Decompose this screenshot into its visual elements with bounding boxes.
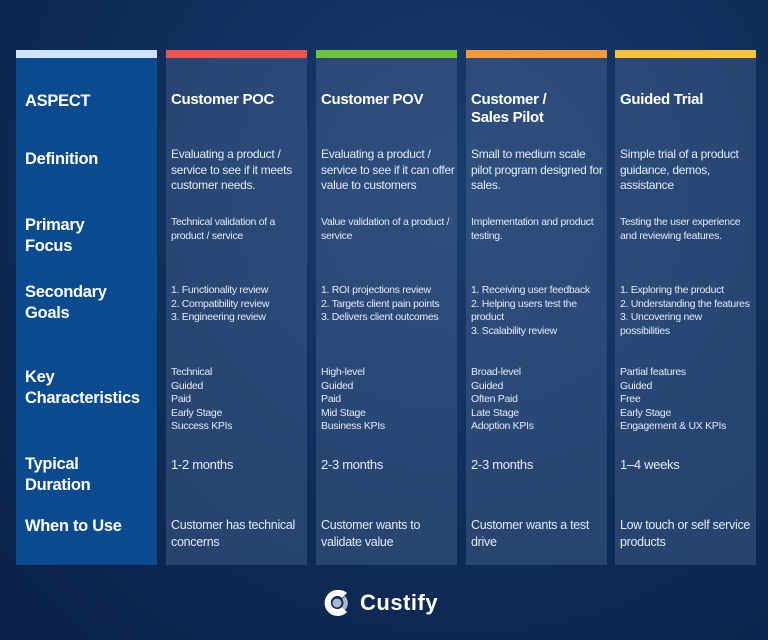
list-item: Free [620, 393, 641, 405]
list-item: Paid [171, 393, 191, 405]
row-label-typical-duration: Typical Duration [25, 455, 91, 494]
list-item: 1. ROI projections review [321, 284, 431, 296]
column-color-bar [166, 50, 307, 58]
column-pilot: Customer / Sales Pilot Small to medium s… [466, 50, 607, 565]
column-header: Guided Trial [620, 91, 704, 108]
list-item: 3. Scalability review [471, 324, 557, 337]
aspect-column: ASPECT Definition Primary Focus Secondar… [16, 50, 157, 565]
list-item: Success KPIs [171, 420, 233, 432]
list-item: 3. Engineering review [171, 311, 266, 323]
primary-focus-cell: Implementation and product testing. [471, 216, 594, 242]
column-color-bar [466, 50, 607, 58]
primary-focus-cell: Technical validation of a product / serv… [171, 216, 275, 242]
list-item: 1. Functionality review [171, 284, 268, 296]
list-item: Technical [171, 366, 213, 378]
definition-cell: Evaluating a product / service to see if… [321, 147, 455, 192]
list-item: Paid [321, 393, 341, 405]
list-item: Partial features [620, 366, 686, 378]
custify-logo-icon [324, 589, 348, 616]
column-pov: Customer POV Evaluating a product / serv… [316, 50, 457, 565]
list-item: Guided [620, 379, 653, 392]
list-item: 2. Compatibility review [171, 297, 270, 310]
list-item: 3. Uncovering new possibilities [620, 311, 702, 337]
key-characteristics-cell: Partial features Guided Free Early Stage Eng… [620, 366, 754, 434]
row-label-secondary-goals: Secondary Goals [25, 283, 107, 322]
key-characteristics-cell: Technical Guided Paid Early Stage Success KP… [171, 366, 305, 434]
definition-cell: Small to medium scale pilot program desi… [471, 147, 603, 192]
list-item: Late Stage [471, 406, 519, 419]
column-trial: Guided Trial Simple trial of a product g… [615, 50, 756, 565]
list-item: 3. Delivers client outcomes [321, 311, 439, 323]
custify-logo: Custify [322, 588, 438, 618]
secondary-goals-cell: 1. ROI projections review 2. Targets clie… [321, 284, 455, 325]
list-item: Early Stage [620, 406, 671, 419]
secondary-goals-cell: 1. Functionality review 2. Compatibility … [171, 284, 305, 325]
list-item: Business KPIs [321, 420, 385, 432]
list-item: 2. Understanding the features [620, 297, 750, 310]
key-characteristics-cell: High-level Guided Paid Mid Stage Business KP… [321, 366, 455, 434]
when-to-use-cell: Customer wants a test drive [471, 518, 590, 549]
definition-cell: Evaluating a product / service to see if… [171, 147, 292, 192]
list-item: 1. Exploring the product [620, 284, 724, 296]
key-characteristics-cell: Broad-level Guided Often Paid Late Stage Ado… [471, 366, 605, 434]
typical-duration-cell: 2-3 months [321, 457, 384, 472]
row-label-definition: Definition [25, 150, 99, 168]
column-header: Customer POV [321, 91, 424, 108]
row-label-when-to-use: When to Use [25, 517, 122, 535]
row-label-primary-focus: Primary Focus [25, 216, 85, 255]
list-item: Often Paid [471, 393, 518, 405]
secondary-goals-cell: 1. Exploring the product 2. Understanding… [620, 284, 754, 338]
typical-duration-cell: 1–4 weeks [620, 457, 680, 472]
primary-focus-cell: Value validation of a product / service [321, 216, 450, 242]
list-item: Early Stage [171, 406, 222, 419]
column-header: Customer POC [171, 91, 275, 108]
when-to-use-cell: Low touch or self service products [620, 518, 751, 549]
secondary-goals-cell: 1. Receiving user feedback 2. Helping use… [471, 284, 605, 338]
list-item: Broad-level [471, 366, 521, 378]
definition-cell: Simple trial of a product guidance, demo… [620, 147, 739, 192]
aspect-color-bar [16, 50, 157, 58]
typical-duration-cell: 1-2 months [171, 457, 234, 472]
list-item: Engagement & UX KPIs [620, 420, 727, 432]
typical-duration-cell: 2-3 months [471, 457, 534, 472]
column-color-bar [316, 50, 457, 58]
list-item: Adoption KPIs [471, 420, 534, 432]
column-header: Customer / Sales Pilot [471, 91, 547, 126]
when-to-use-cell: Customer wants to validate value [321, 518, 421, 549]
primary-focus-cell: Testing the user experience and reviewin… [620, 216, 741, 242]
aspect-header: ASPECT [25, 92, 91, 110]
when-to-use-cell: Customer has technical concerns [171, 518, 296, 549]
list-item: Guided [171, 379, 204, 392]
row-label-key-characteristics: Key Characteristics [25, 368, 140, 407]
list-item: High-level [321, 366, 365, 378]
brand-name: Custify [360, 590, 439, 615]
list-item: Mid Stage [321, 406, 366, 419]
list-item: 1. Receiving user feedback [471, 284, 590, 296]
column-poc: Customer POC Evaluating a product / serv… [166, 50, 307, 565]
list-item: 2. Targets client pain points [321, 297, 440, 310]
list-item: Guided [471, 379, 504, 392]
list-item: 2. Helping users test the product [471, 297, 577, 324]
list-item: Guided [321, 379, 354, 392]
column-color-bar [615, 50, 756, 58]
